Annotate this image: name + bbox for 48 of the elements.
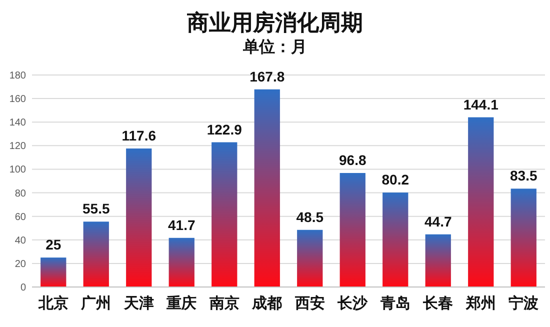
bar <box>382 192 408 287</box>
bar <box>425 234 451 287</box>
bar <box>40 258 66 287</box>
x-tick-label: 广州 <box>80 294 112 312</box>
chart-title: 商业用房消化周期 <box>186 10 363 35</box>
x-tick-label: 长春 <box>422 295 454 312</box>
x-tick-label: 重庆 <box>166 294 197 312</box>
data-label: 55.5 <box>82 200 110 217</box>
y-tick-label: 100 <box>9 164 26 176</box>
bar <box>254 89 280 287</box>
data-label: 41.7 <box>168 216 196 233</box>
bar <box>212 142 238 287</box>
bar <box>340 172 366 287</box>
data-label: 144.1 <box>463 96 499 112</box>
data-label: 25 <box>46 236 62 253</box>
data-label: 80.2 <box>382 172 410 188</box>
data-label: 122.9 <box>206 121 242 138</box>
y-tick-label: 80 <box>14 188 26 200</box>
x-tick-label: 西安 <box>294 294 325 312</box>
y-tick-label: 40 <box>14 235 26 246</box>
x-tick-label: 天津 <box>122 295 154 312</box>
bar <box>168 238 194 287</box>
bar <box>297 230 323 287</box>
bar <box>510 188 536 287</box>
data-label: 96.8 <box>339 152 366 168</box>
x-tick-label: 北京 <box>37 294 68 312</box>
y-tick-label: 140 <box>9 118 26 129</box>
bar <box>83 222 109 287</box>
x-tick-label: 郑州 <box>464 295 496 312</box>
y-tick-label: 60 <box>14 212 26 223</box>
y-tick-label: 0 <box>20 282 26 294</box>
x-tick-label: 成都 <box>251 295 282 312</box>
chart-subtitle: 单位：月 <box>242 38 307 56</box>
data-label: 83.5 <box>510 168 538 184</box>
bar <box>468 117 494 287</box>
data-label: 167.8 <box>250 68 285 84</box>
data-label: 44.7 <box>424 213 452 230</box>
x-tick-label: 南京 <box>208 294 240 312</box>
y-tick-label: 120 <box>9 141 26 152</box>
x-tick-label: 青岛 <box>379 295 410 312</box>
bar <box>126 148 152 287</box>
data-label: 117.6 <box>122 127 156 144</box>
y-tick-label: 20 <box>14 258 26 270</box>
y-tick-label: 180 <box>9 70 26 82</box>
data-label: 48.5 <box>296 208 324 225</box>
x-tick-label: 宁波 <box>508 294 539 312</box>
x-tick-label: 长沙 <box>336 295 369 312</box>
y-tick-label: 160 <box>9 94 26 106</box>
